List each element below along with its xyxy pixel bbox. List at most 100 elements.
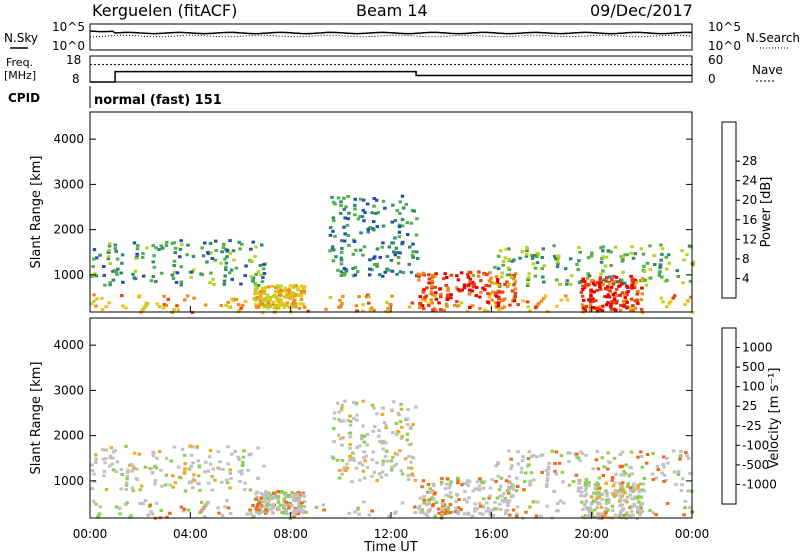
heatmap-cell (625, 293, 629, 297)
heatmap-cell (588, 300, 593, 304)
heatmap-cell (526, 283, 530, 287)
heatmap-cell (615, 299, 619, 303)
noise-left-tick-top: 10^5 (52, 20, 85, 34)
heatmap-cell (381, 274, 385, 278)
heatmap-cell (631, 256, 636, 260)
heatmap-cell (381, 199, 386, 203)
heatmap-cell (92, 257, 96, 261)
heatmap-cell (255, 495, 259, 499)
heatmap-cell (579, 494, 583, 498)
heatmap-cell (574, 473, 579, 477)
heatmap-cell (221, 467, 225, 471)
heatmap-cell (253, 297, 257, 301)
x-tick-label: 12:00 (374, 527, 409, 541)
heatmap-cell (611, 293, 616, 297)
heatmap-cell (254, 298, 258, 302)
heatmap-cell (119, 487, 123, 491)
heatmap-cell (640, 286, 644, 290)
heatmap-cell (507, 273, 512, 277)
heatmap-cell (535, 255, 539, 259)
heatmap-cell (161, 306, 166, 310)
heatmap-cell (302, 291, 306, 295)
heatmap-cell (536, 252, 541, 256)
heatmap-cell (277, 306, 281, 310)
heatmap-cell (271, 300, 276, 304)
heatmap-cell (632, 482, 636, 486)
heatmap-cell (159, 468, 163, 472)
heatmap-cell (445, 304, 449, 308)
heatmap-cell (176, 308, 181, 312)
heatmap-cell (659, 243, 663, 247)
heatmap-cell (277, 293, 282, 297)
heatmap-cell (353, 273, 358, 277)
heatmap-cell (616, 280, 620, 284)
heatmap-cell (229, 477, 233, 480)
y-tick-label: 3000 (53, 383, 84, 397)
heatmap-cell (564, 294, 568, 298)
heatmap-cell (557, 254, 561, 258)
heatmap-cell (383, 455, 388, 458)
heatmap-cell (302, 505, 307, 508)
heatmap-cell (256, 283, 261, 287)
heatmap-cell (108, 281, 112, 285)
heatmap-cell (341, 468, 346, 472)
heatmap-cell (210, 257, 215, 260)
heatmap-cell (561, 501, 566, 505)
heatmap-cell (125, 475, 130, 479)
heatmap-cell (434, 501, 439, 504)
heatmap-cell (296, 493, 300, 497)
heatmap-cell (631, 513, 635, 517)
heatmap-cell (125, 481, 129, 485)
heatmap-cell (256, 446, 260, 450)
heatmap-cell (565, 279, 570, 283)
heatmap-cell (336, 196, 341, 200)
heatmap-cell (275, 284, 280, 288)
heatmap-cell (583, 488, 588, 492)
heatmap-cell (575, 262, 579, 266)
y-tick-label: 2000 (53, 429, 84, 443)
heatmap-cell (455, 304, 460, 308)
heatmap-cell (115, 257, 120, 261)
heatmap-cell (228, 472, 232, 475)
heatmap-cell (132, 467, 136, 470)
heatmap-cell (581, 277, 585, 281)
heatmap-cell (526, 457, 531, 461)
heatmap-cell (372, 470, 377, 474)
heatmap-cell (524, 510, 528, 514)
noise-panel: N.Sky 10^5 10^0 10^5 10^0 N.Search (4, 20, 800, 53)
heatmap-cell (642, 489, 647, 493)
heatmap-cell (440, 508, 445, 512)
heatmap-cell (179, 239, 183, 243)
heatmap-cell (443, 511, 448, 515)
heatmap-cell (394, 246, 399, 250)
heatmap-cell (285, 304, 289, 308)
heatmap-cell (374, 212, 378, 215)
heatmap-cell (580, 452, 585, 456)
heatmap-cell (283, 286, 288, 290)
heatmap-cell (380, 470, 385, 474)
heatmap-cell (417, 274, 421, 278)
heatmap-cell (626, 286, 630, 289)
heatmap-cell (191, 445, 195, 449)
heatmap-cell (352, 240, 357, 243)
heatmap-cell (262, 464, 266, 468)
heatmap-cell (249, 247, 253, 251)
heatmap-cell (141, 274, 146, 278)
heatmap-cell (581, 287, 585, 291)
heatmap-cell (398, 251, 402, 255)
heatmap-cell (623, 472, 627, 475)
heatmap-cell (580, 500, 584, 504)
heatmap-cell (434, 297, 439, 301)
heatmap-cell (595, 449, 600, 453)
heatmap-cell (662, 455, 666, 459)
heatmap-cell (640, 465, 645, 469)
heatmap-cell (664, 267, 669, 271)
heatmap-cell (236, 455, 240, 459)
heatmap-cell (271, 302, 275, 306)
heatmap-cell (106, 257, 111, 261)
heatmap-cell (332, 417, 337, 421)
heatmap-cell (653, 263, 657, 266)
heatmap-cell (513, 294, 517, 298)
heatmap-cell (619, 483, 623, 487)
heatmap-cell (297, 502, 301, 505)
